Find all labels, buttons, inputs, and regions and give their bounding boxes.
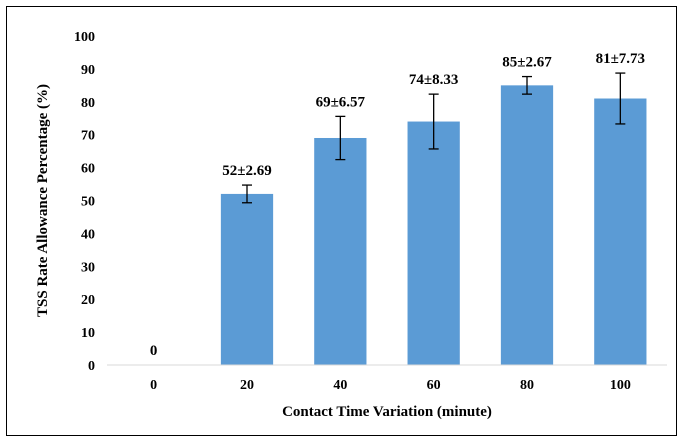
y-tick-label-3: 30 [81,260,95,275]
chart-frame: 0 10 20 30 40 50 60 70 80 90 100 0 20 40 60 80 100 0 52±… [6,6,677,436]
y-tick-label-7: 70 [81,129,95,144]
x-tick-label-2: 40 [333,378,347,393]
data-labels: 0 52±2.69 69±6.57 74±8.33 85±2.67 81±7.73 [150,51,645,359]
y-tick-label-2: 20 [81,293,95,308]
y-tick-label-6: 60 [81,162,95,177]
y-tick-label-4: 40 [81,227,95,242]
data-label-5: 81±7.73 [596,51,645,67]
x-tick-label-5: 100 [610,378,631,393]
bar-3 [407,121,460,365]
error-bar-5 [615,72,626,125]
bar-4 [500,85,554,365]
x-tick-label-0: 0 [150,378,157,393]
data-label-4: 85±2.67 [502,55,552,71]
bar-5 [594,98,647,365]
error-bar-4 [522,75,532,95]
x-axis-ticks: 0 20 40 60 80 100 [150,378,631,393]
data-label-2: 69±6.57 [316,94,366,110]
x-tick-label-1: 20 [240,378,254,393]
data-label-0: 0 [150,343,158,359]
y-tick-label-8: 80 [81,96,95,111]
error-bar-1 [242,184,252,204]
bar-2 [314,137,367,365]
y-tick-label-10: 100 [74,30,95,45]
y-tick-label-9: 90 [81,63,95,78]
x-tick-label-3: 60 [427,378,441,393]
x-axis-title: Contact Time Variation (minute) [282,404,492,420]
bars [220,85,647,365]
bar-chart: 0 10 20 30 40 50 60 70 80 90 100 0 20 40 60 80 100 0 52±… [35,30,667,420]
bar-1 [220,193,274,365]
error-bars [242,72,626,204]
y-tick-label-0: 0 [88,359,95,374]
error-bar-2 [335,115,346,161]
error-bar-3 [428,93,439,150]
y-tick-label-1: 10 [81,326,95,341]
x-tick-label-4: 80 [520,378,534,393]
y-axis-title: TSS Rate Allowance Percentage (%) [35,84,51,317]
data-label-1: 52±2.69 [222,163,271,179]
data-label-3: 74±8.33 [409,72,458,88]
y-axis-ticks: 0 10 20 30 40 50 60 70 80 90 100 [74,30,95,374]
y-tick-label-5: 50 [81,195,95,210]
